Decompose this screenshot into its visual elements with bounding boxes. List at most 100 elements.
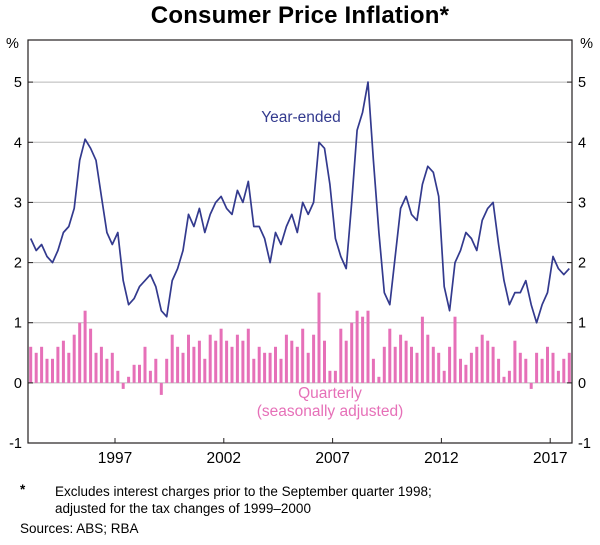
quarterly-bar xyxy=(252,358,256,383)
quarterly-bar xyxy=(284,334,288,383)
quarterly-bar xyxy=(524,358,528,383)
quarterly-bar xyxy=(203,358,207,383)
footnote-line-1: Excludes interest charges prior to the S… xyxy=(55,484,432,499)
y-axis-label-right: 2 xyxy=(578,256,586,272)
x-axis-label: 2012 xyxy=(424,450,458,467)
quarterly-bar xyxy=(469,352,473,383)
footnote-marker: * xyxy=(20,482,26,497)
quarterly-bar xyxy=(165,358,169,383)
quarterly-bar xyxy=(502,376,506,383)
quarterly-bar xyxy=(99,346,103,383)
x-axis-label: 1997 xyxy=(98,450,132,467)
quarterly-bar xyxy=(562,358,566,383)
quarterly-bar xyxy=(551,352,555,383)
quarterly-bar xyxy=(388,328,392,383)
quarterly-bar xyxy=(491,346,495,383)
quarterly-bar xyxy=(426,334,430,383)
quarterly-bar xyxy=(339,328,343,383)
quarterly-bar xyxy=(377,376,381,383)
quarterly-bar xyxy=(94,352,98,383)
y-axis-label-left: -1 xyxy=(9,436,22,452)
quarterly-bar xyxy=(295,346,299,383)
quarterly-bar xyxy=(382,346,386,383)
y-axis-label-right: 4 xyxy=(578,135,586,151)
quarterly-bar xyxy=(235,334,239,383)
quarterly-bar xyxy=(518,352,522,383)
quarterly-bar xyxy=(154,358,158,383)
y-axis-label-left: 1 xyxy=(14,316,22,332)
quarterly-bar xyxy=(567,352,571,383)
quarterly-bar xyxy=(480,334,484,383)
x-axis-label: 2007 xyxy=(315,450,349,467)
quarterly-bar xyxy=(246,328,250,383)
y-axis-label-right: 0 xyxy=(578,376,586,392)
line-series-label: Year-ended xyxy=(261,109,341,126)
quarterly-bar xyxy=(263,352,267,383)
quarterly-bar xyxy=(214,340,218,383)
quarterly-bar xyxy=(143,346,147,383)
quarterly-bar xyxy=(410,346,413,383)
quarterly-bar xyxy=(556,370,560,383)
quarterly-bar xyxy=(415,352,419,383)
quarterly-bar xyxy=(230,346,234,383)
y-axis-label-right: 5 xyxy=(578,75,586,91)
y-axis-label-left: 5 xyxy=(14,75,22,91)
quarterly-bar xyxy=(535,352,539,383)
bar-series-label-line2: (seasonally adjusted) xyxy=(256,403,404,420)
quarterly-bar xyxy=(45,358,49,383)
quarterly-bar xyxy=(420,316,424,383)
chart-title: Consumer Price Inflation* xyxy=(150,2,450,29)
quarterly-bar xyxy=(72,334,76,383)
quarterly-bar xyxy=(116,370,120,383)
quarterly-bar xyxy=(355,310,359,383)
quarterly-bar xyxy=(170,334,174,383)
quarterly-bar xyxy=(105,358,109,383)
quarterly-bar xyxy=(29,346,33,383)
quarterly-bar xyxy=(159,382,163,395)
y-axis-label-left: 0 xyxy=(14,376,22,392)
quarterly-bar xyxy=(366,310,370,383)
quarterly-bar xyxy=(431,346,435,383)
quarterly-bar xyxy=(148,370,152,383)
x-axis-label: 2017 xyxy=(533,450,567,467)
quarterly-bar xyxy=(56,346,60,383)
quarterly-bar xyxy=(274,346,277,383)
quarterly-bar xyxy=(459,358,462,383)
quarterly-bar xyxy=(350,322,354,383)
quarterly-bar xyxy=(464,364,468,383)
quarterly-bar xyxy=(497,358,501,383)
year-ended-line xyxy=(29,81,570,324)
quarterly-bar xyxy=(121,382,125,389)
quarterly-bar xyxy=(67,352,71,383)
quarterly-bar xyxy=(361,316,365,383)
quarterly-bar xyxy=(208,334,212,383)
bar-series-label-line1: Quarterly xyxy=(298,385,362,402)
quarterly-bar xyxy=(138,364,141,383)
y-axis-label-right: 3 xyxy=(578,195,586,211)
footnote-line-2: adjusted for the tax changes of 1999–200… xyxy=(55,501,311,516)
y-axis-label-left: 2 xyxy=(14,256,22,272)
quarterly-bar xyxy=(225,340,229,383)
quarterly-bar xyxy=(344,340,348,383)
quarterly-bar xyxy=(442,370,446,383)
quarterly-bar xyxy=(448,346,452,383)
quarterly-bar xyxy=(328,370,332,383)
quarterly-bar xyxy=(127,376,131,383)
quarterly-bar xyxy=(371,358,375,383)
y-axis-unit-left: % xyxy=(6,36,19,52)
quarterly-bar xyxy=(110,352,114,383)
quarterly-bar xyxy=(257,346,261,383)
quarterly-bar xyxy=(51,358,54,383)
quarterly-bar xyxy=(301,328,305,383)
quarterly-bar xyxy=(399,334,403,383)
quarterly-bar xyxy=(507,370,511,383)
quarterly-bar xyxy=(192,346,196,383)
quarterly-bar xyxy=(132,364,136,383)
quarterly-bar xyxy=(181,352,185,383)
quarterly-bar xyxy=(241,340,245,383)
y-axis-label-right: -1 xyxy=(578,436,591,452)
y-axis-unit-right: % xyxy=(580,36,593,52)
quarterly-bar xyxy=(34,352,38,383)
quarterly-bar xyxy=(513,340,517,383)
